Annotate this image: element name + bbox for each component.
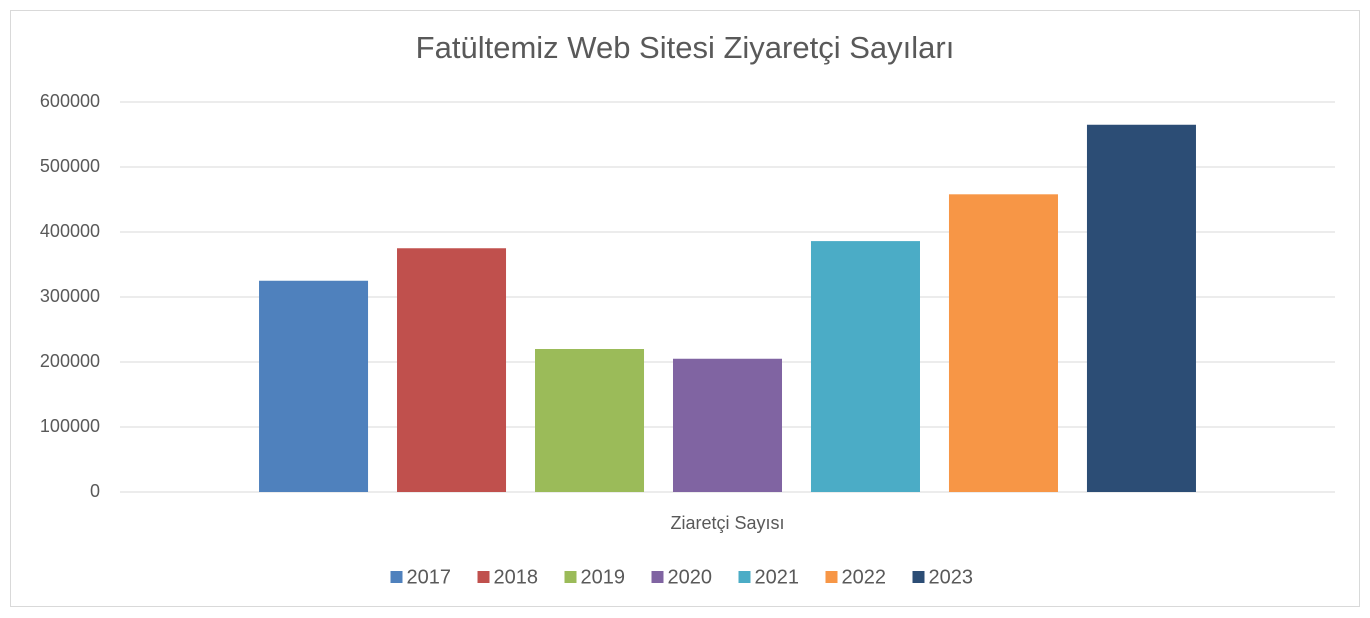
legend-label: 2020 xyxy=(668,566,713,588)
y-tick-label: 400000 xyxy=(40,221,100,241)
y-tick-label: 500000 xyxy=(40,156,100,176)
legend-swatch xyxy=(738,571,751,583)
y-tick-label: 600000 xyxy=(40,91,100,111)
bar xyxy=(948,194,1058,493)
bar xyxy=(397,248,507,492)
chart-title: Fatültemiz Web Sitesi Ziyaretçi Sayıları xyxy=(416,30,955,65)
legend-swatch xyxy=(477,571,490,583)
bar xyxy=(259,280,369,492)
legend-swatch xyxy=(912,571,925,583)
legend-label: 2021 xyxy=(755,566,800,588)
y-tick-label: 200000 xyxy=(40,351,100,371)
bar xyxy=(535,349,645,492)
bar xyxy=(810,241,920,492)
x-tick-label: Ziaretçi Sayısı xyxy=(670,513,784,533)
legend-label: 2017 xyxy=(407,566,452,588)
legend-label: 2018 xyxy=(494,566,539,588)
bar xyxy=(672,358,783,492)
legend-swatch xyxy=(825,571,838,583)
legend-swatch xyxy=(651,571,664,583)
legend-swatch xyxy=(390,571,403,583)
y-tick-label: 100000 xyxy=(40,416,100,436)
bar xyxy=(1086,124,1196,492)
legend-swatch xyxy=(564,571,577,583)
y-tick-label: 0 xyxy=(90,481,100,501)
legend-label: 2023 xyxy=(929,566,974,588)
y-tick-label: 300000 xyxy=(40,286,100,306)
legend-label: 2019 xyxy=(581,566,626,588)
legend-label: 2022 xyxy=(842,566,887,588)
